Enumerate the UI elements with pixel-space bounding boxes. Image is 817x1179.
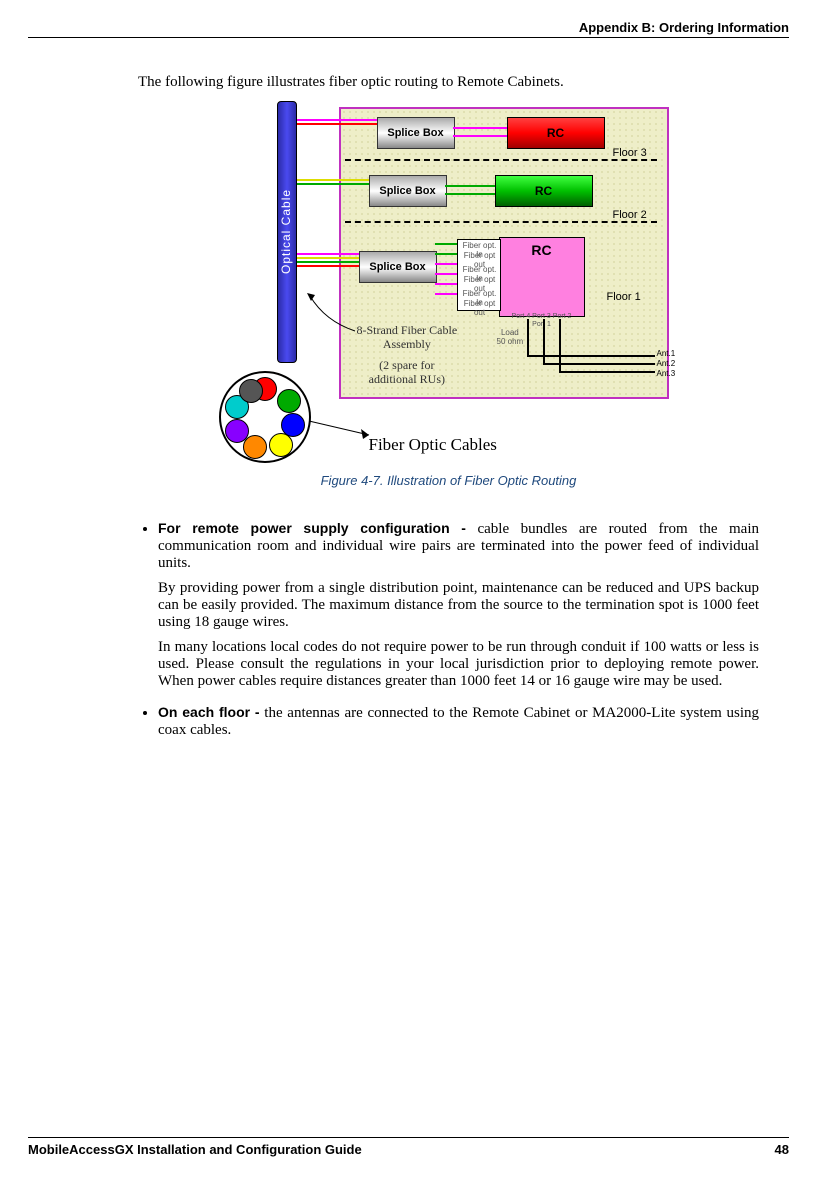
fiber-out-label: Fiber opt out [460, 300, 500, 318]
page-header: Appendix B: Ordering Information [28, 20, 789, 38]
antenna-line [543, 363, 655, 365]
ant2-label: Ant.2 [657, 359, 676, 368]
assembly-line2: Assembly [357, 337, 458, 351]
strand [225, 419, 249, 443]
wire [297, 119, 377, 121]
assembly-line3: (2 spare for [357, 358, 458, 372]
wire [435, 253, 457, 255]
floor3-label: Floor 3 [613, 147, 647, 159]
bullet-remote-power: For remote power supply configuration - … [158, 520, 759, 690]
strand [277, 389, 301, 413]
floor2-label: Floor 2 [613, 209, 647, 221]
wire [297, 261, 359, 263]
antenna-line [559, 371, 655, 373]
floor1-label: Floor 1 [607, 291, 641, 303]
wire [435, 273, 457, 275]
floor-divider-2 [345, 221, 657, 223]
load-label: Load 50 ohm [497, 329, 524, 347]
bullet-lead: On each floor - [158, 704, 260, 720]
figure-container: Optical Cable Splice Box RC Floor 3 Spli… [138, 101, 749, 461]
strand [239, 379, 263, 403]
wire [435, 293, 457, 295]
wire [297, 179, 369, 181]
wire [527, 319, 529, 355]
floor-divider-3 [345, 159, 657, 161]
wire [297, 253, 359, 255]
splice-box-2: Splice Box [369, 175, 447, 207]
wire [435, 283, 457, 285]
body-bullets: For remote power supply configuration - … [138, 520, 759, 739]
wire [297, 257, 359, 259]
pointer-arrow [305, 291, 365, 351]
figure-caption: Figure 4-7. Illustration of Fiber Optic … [108, 473, 789, 488]
intro-text: The following figure illustrates fiber o… [138, 74, 789, 91]
footer-left: MobileAccessGX Installation and Configur… [28, 1142, 362, 1157]
wire [453, 135, 507, 137]
rc-ports-label: Port 4 Port 3 Port 2 Port 1 [505, 313, 579, 328]
wire [453, 127, 507, 129]
wire [445, 193, 495, 195]
assembly-line4: additional RUs) [357, 372, 458, 386]
assembly-label: 8-Strand Fiber Cable Assembly (2 spare f… [357, 323, 458, 387]
fiber-routing-diagram: Optical Cable Splice Box RC Floor 3 Spli… [209, 101, 679, 461]
fiber-cross-section [219, 371, 311, 463]
wire [435, 263, 457, 265]
bullet-para: By providing power from a single distrib… [158, 580, 759, 631]
assembly-line1: 8-Strand Fiber Cable [357, 323, 458, 337]
rc-box-floor2: RC [495, 175, 593, 207]
optical-cable-label: Optical Cable [279, 141, 293, 321]
rc-box-floor3: RC [507, 117, 605, 149]
strand [269, 433, 293, 457]
ant1-label: Ant.1 [657, 349, 676, 358]
wire [445, 185, 495, 187]
footer-page-number: 48 [775, 1142, 789, 1157]
splice-box-3: Splice Box [377, 117, 455, 149]
splice-box-1: Splice Box [359, 251, 437, 283]
antenna-line [527, 355, 655, 357]
wire [297, 123, 377, 125]
wire [297, 183, 369, 185]
rc-port-panel: Fiber opt. In Fiber opt out Fiber opt. I… [457, 239, 501, 311]
wire [297, 265, 359, 267]
wire [435, 243, 457, 245]
bullet-lead: For remote power supply configuration - [158, 520, 466, 536]
fiber-optic-cables-label: Fiber Optic Cables [369, 435, 497, 455]
ant3-label: Ant.3 [657, 369, 676, 378]
rc-box-floor1: RC [499, 237, 585, 317]
bullet-para: In many locations local codes do not req… [158, 639, 759, 690]
bullet-each-floor: On each floor - the antennas are connect… [158, 704, 759, 739]
